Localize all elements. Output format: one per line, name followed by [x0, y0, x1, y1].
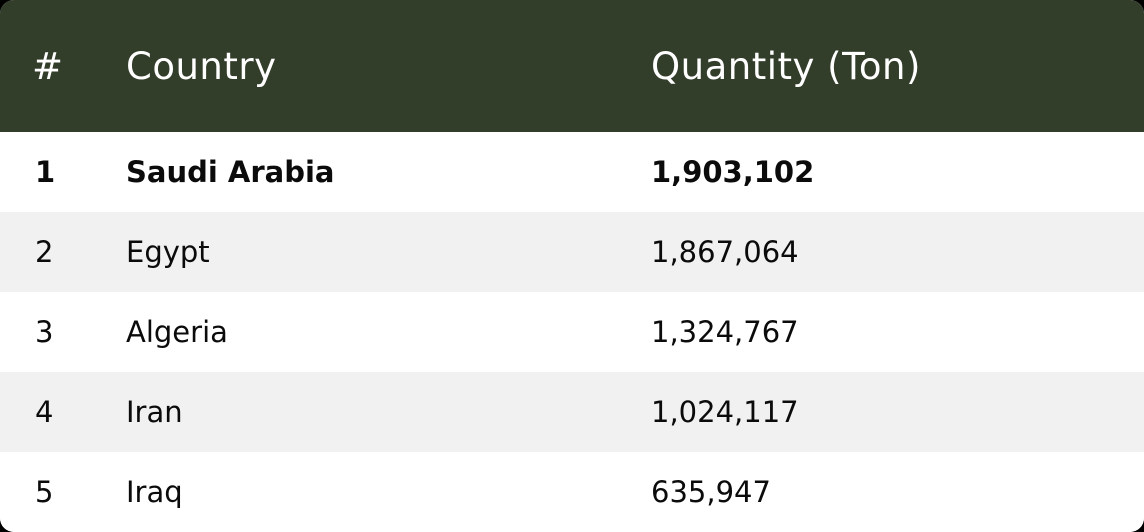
row-quantity: 1,867,064	[651, 235, 799, 269]
row-quantity: 635,947	[651, 475, 771, 509]
row-rank: 5	[35, 475, 54, 509]
row-country: Algeria	[126, 315, 228, 349]
table-row: 4 Iran 1,024,117	[0, 372, 1144, 452]
row-country: Saudi Arabia	[126, 155, 335, 189]
row-rank: 3	[35, 315, 54, 349]
row-rank: 4	[35, 395, 54, 429]
header-rank: #	[32, 44, 64, 88]
table-row: 3 Algeria 1,324,767	[0, 292, 1144, 372]
table-row: 2 Egypt 1,867,064	[0, 212, 1144, 292]
row-country: Iran	[126, 395, 183, 429]
row-rank: 1	[35, 155, 56, 189]
row-country: Iraq	[126, 475, 183, 509]
header-country: Country	[126, 44, 277, 88]
header-quantity: Quantity (Ton)	[651, 44, 921, 88]
row-quantity: 1,324,767	[651, 315, 799, 349]
row-country: Egypt	[126, 235, 210, 269]
row-quantity: 1,024,117	[651, 395, 799, 429]
table-row: 1 Saudi Arabia 1,903,102	[0, 132, 1144, 212]
table-header: # Country Quantity (Ton)	[0, 0, 1144, 132]
table-row: 5 Iraq 635,947	[0, 452, 1144, 532]
row-quantity: 1,903,102	[651, 155, 815, 189]
row-rank: 2	[35, 235, 54, 269]
